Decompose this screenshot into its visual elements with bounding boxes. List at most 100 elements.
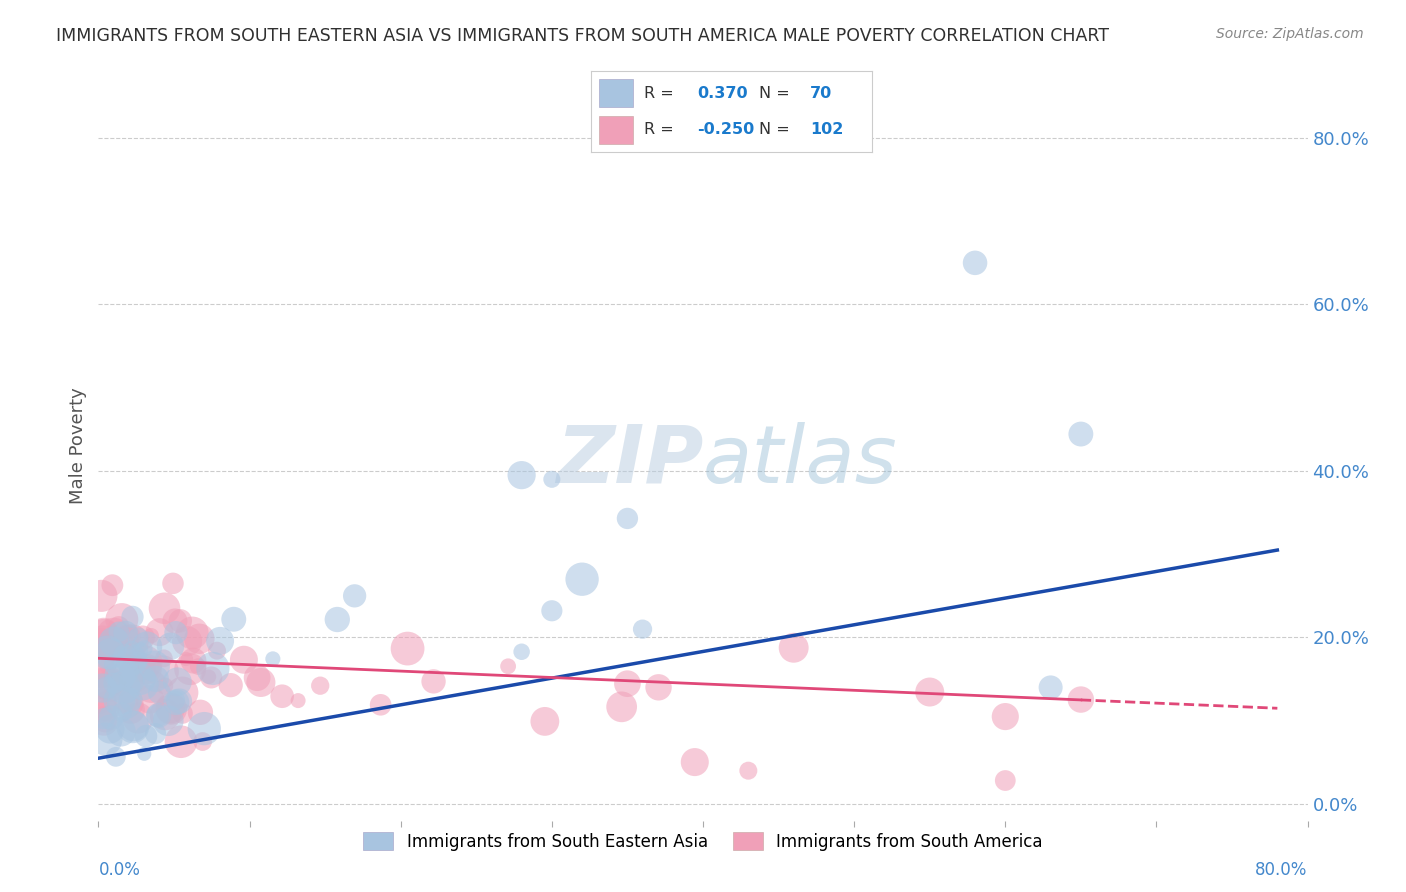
Point: [122, 655, 145, 669]
Point: [169, 614, 191, 628]
Point: [96, 638, 118, 652]
Point: [121, 720, 143, 734]
Point: [120, 703, 142, 717]
Point: [90, 667, 112, 681]
Bar: [599, 116, 633, 144]
Point: [103, 676, 125, 690]
Point: [94, 676, 117, 690]
Point: [138, 661, 160, 675]
Point: [93, 625, 115, 640]
Point: [127, 631, 149, 645]
Point: [111, 705, 134, 719]
Point: [96, 632, 118, 647]
Text: Source: ZipAtlas.com: Source: ZipAtlas.com: [1216, 27, 1364, 41]
Point: [165, 693, 187, 707]
Point: [994, 773, 1017, 788]
Point: [100, 679, 122, 693]
Text: R =: R =: [644, 86, 679, 101]
Point: [139, 659, 162, 673]
Point: [104, 749, 127, 764]
Point: [169, 694, 191, 708]
Point: [187, 659, 209, 673]
Point: [112, 696, 135, 710]
Point: [153, 601, 176, 615]
Point: [101, 578, 124, 592]
Point: [131, 631, 153, 645]
Point: [145, 726, 167, 740]
Point: [139, 692, 162, 706]
Point: [121, 641, 143, 656]
Point: [112, 665, 135, 680]
Point: [534, 714, 557, 729]
Point: [101, 667, 124, 681]
Point: [176, 634, 198, 648]
Point: [93, 627, 115, 641]
Point: [89, 638, 111, 652]
Point: [172, 685, 194, 699]
Point: [110, 724, 132, 739]
Text: N =: N =: [759, 122, 796, 137]
Point: [422, 674, 444, 689]
Point: [108, 620, 131, 634]
Point: [122, 670, 145, 684]
Point: [114, 649, 136, 664]
Point: [141, 680, 163, 694]
Point: [134, 641, 156, 656]
Text: IMMIGRANTS FROM SOUTH EASTERN ASIA VS IMMIGRANTS FROM SOUTH AMERICA MALE POVERTY: IMMIGRANTS FROM SOUTH EASTERN ASIA VS IM…: [56, 27, 1109, 45]
Point: [108, 667, 131, 681]
Point: [496, 659, 519, 673]
Point: [172, 706, 194, 721]
Point: [616, 676, 638, 690]
Point: [121, 610, 143, 624]
Point: [110, 676, 132, 690]
Point: [201, 661, 224, 675]
Point: [96, 694, 118, 708]
Bar: [599, 79, 633, 108]
Point: [1070, 427, 1092, 442]
Point: [510, 468, 533, 483]
Point: [115, 632, 138, 646]
Point: [250, 675, 273, 690]
Point: [918, 685, 941, 699]
Point: [94, 732, 117, 747]
Point: [1039, 681, 1062, 695]
Point: [121, 653, 143, 667]
Point: [148, 685, 170, 699]
Point: [540, 604, 562, 618]
Point: [145, 672, 167, 686]
Point: [571, 572, 593, 586]
Point: [89, 698, 111, 713]
Point: [91, 681, 114, 695]
Point: [132, 677, 155, 691]
Point: [118, 665, 141, 679]
Point: [111, 613, 134, 627]
Point: [647, 681, 669, 695]
Point: [616, 511, 638, 525]
Point: [610, 699, 633, 714]
Point: [166, 674, 188, 689]
Point: [118, 644, 141, 658]
Point: [510, 645, 533, 659]
Point: [115, 644, 138, 658]
Text: ZIP: ZIP: [555, 422, 703, 500]
Point: [90, 589, 112, 603]
Point: [129, 642, 152, 657]
Point: [188, 632, 211, 646]
Point: [127, 654, 149, 668]
Point: [191, 734, 214, 748]
Point: [141, 629, 163, 643]
Point: [343, 589, 366, 603]
Point: [97, 645, 120, 659]
Point: [148, 708, 170, 723]
Point: [174, 652, 197, 666]
Text: R =: R =: [644, 122, 679, 137]
Point: [110, 670, 132, 684]
Text: atlas: atlas: [703, 422, 898, 500]
Point: [90, 637, 112, 651]
Point: [143, 659, 166, 673]
Point: [146, 708, 169, 723]
Point: [152, 665, 174, 679]
Point: [159, 702, 181, 716]
Point: [135, 656, 157, 670]
Point: [179, 662, 201, 676]
